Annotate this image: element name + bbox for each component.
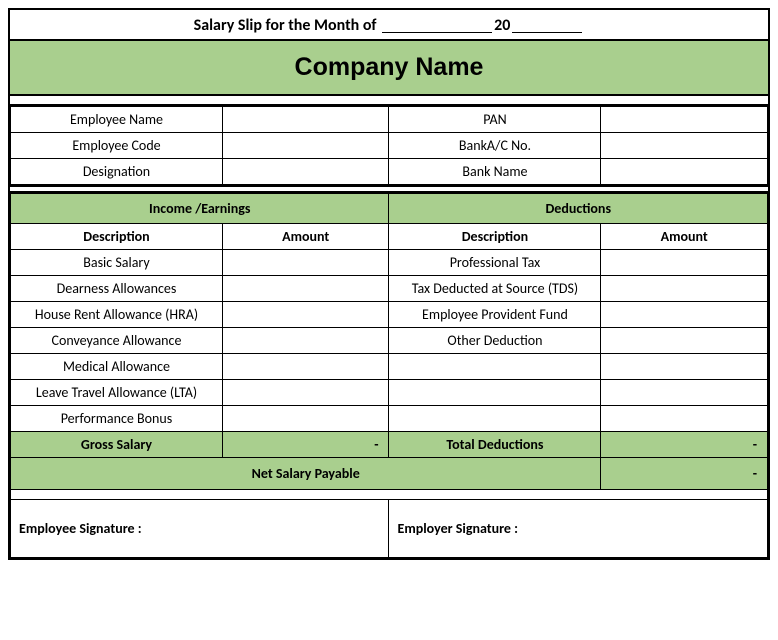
employee-info-table: Employee Name PAN Employee Code BankA/C … [10,106,768,185]
deduction-amount [601,250,768,276]
header-mid: 20 [494,16,510,35]
deductions-section-header: Deductions [389,194,768,224]
header-prefix: Salary Slip for the Month of [194,16,377,35]
income-amount [222,276,389,302]
income-item: Medical Allowance [11,354,223,380]
deduction-amount [601,276,768,302]
deduction-item [389,354,601,380]
total-deductions-value: - [601,432,768,458]
income-item: Basic Salary [11,250,223,276]
income-amount [222,250,389,276]
deduction-item: Tax Deducted at Source (TDS) [389,276,601,302]
income-desc-header: Description [11,224,223,250]
spacer [10,96,768,106]
employee-name-label: Employee Name [11,107,223,133]
income-item: House Rent Allowance (HRA) [11,302,223,328]
deduction-amount [601,302,768,328]
pan-label: PAN [389,107,601,133]
header-title: Salary Slip for the Month of 20 [10,10,768,39]
deduction-amount [601,380,768,406]
income-item: Dearness Allowances [11,276,223,302]
net-salary-value: - [601,458,768,490]
income-item: Conveyance Allowance [11,328,223,354]
bank-ac-label: BankA/C No. [389,133,601,159]
income-amount [222,302,389,328]
deduction-item: Other Deduction [389,328,601,354]
month-blank [382,19,492,33]
earnings-deductions-table: Income /Earnings Deductions Description … [10,193,768,558]
employee-name-value [222,107,389,133]
designation-value [222,159,389,185]
bank-ac-value [601,133,768,159]
company-name: Company Name [10,39,768,96]
income-section-header: Income /Earnings [11,194,389,224]
deduction-item: Professional Tax [389,250,601,276]
income-amount [222,328,389,354]
income-item: Leave Travel Allowance (LTA) [11,380,223,406]
pan-value [601,107,768,133]
income-amount [222,380,389,406]
deduction-amount-header: Amount [601,224,768,250]
deduction-amount [601,406,768,432]
gross-salary-label: Gross Salary [11,432,223,458]
deduction-amount [601,328,768,354]
year-blank [512,19,582,33]
income-amount [222,406,389,432]
employer-signature-label: Employer Signature : [389,500,768,558]
income-item: Performance Bonus [11,406,223,432]
deduction-desc-header: Description [389,224,601,250]
spacer [11,490,768,500]
bank-name-value [601,159,768,185]
spacer [10,185,768,193]
income-amount [222,354,389,380]
bank-name-label: Bank Name [389,159,601,185]
net-salary-label: Net Salary Payable [11,458,601,490]
deduction-amount [601,354,768,380]
employee-code-label: Employee Code [11,133,223,159]
salary-slip: Salary Slip for the Month of 20 Company … [8,8,770,560]
deduction-item [389,406,601,432]
designation-label: Designation [11,159,223,185]
employee-code-value [222,133,389,159]
employee-signature-label: Employee Signature : [11,500,389,558]
deduction-item [389,380,601,406]
gross-salary-value: - [222,432,389,458]
total-deductions-label: Total Deductions [389,432,601,458]
deduction-item: Employee Provident Fund [389,302,601,328]
income-amount-header: Amount [222,224,389,250]
